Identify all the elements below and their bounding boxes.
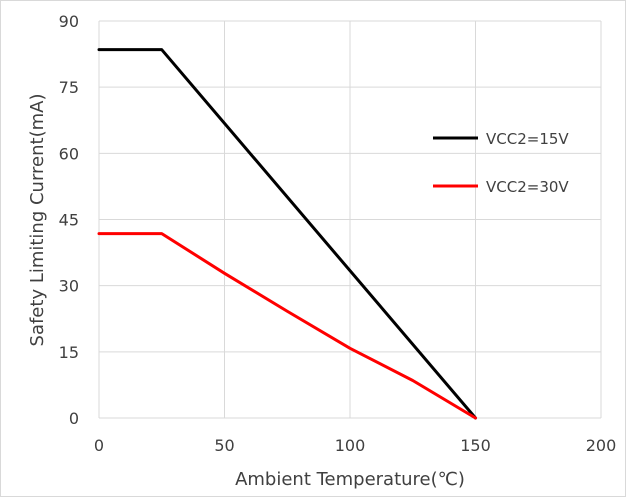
legend: VCC2=15V VCC2=30V — [433, 130, 569, 196]
x-axis-title: Ambient Temperature(℃) — [235, 469, 465, 490]
series-lines — [97, 48, 477, 420]
y-tick-label: 60 — [59, 144, 79, 163]
series-line-2 — [97, 232, 477, 420]
x-tick-label: 0 — [94, 436, 104, 455]
y-tick-label: 90 — [59, 12, 79, 31]
legend-label-1: VCC2=15V — [486, 130, 569, 148]
x-tick-label: 50 — [214, 436, 234, 455]
y-tick-labels: 0 15 30 45 60 75 90 — [59, 12, 79, 428]
y-tick-label: 15 — [59, 343, 79, 362]
y-tick-label: 0 — [69, 409, 79, 428]
legend-label-2: VCC2=30V — [486, 178, 569, 196]
y-tick-label: 30 — [59, 277, 79, 296]
x-tick-labels: 0 50 100 150 200 — [94, 436, 616, 455]
x-tick-label: 100 — [335, 436, 366, 455]
x-tick-label: 150 — [460, 436, 491, 455]
y-axis-title: Safety Limiting Current(mA) — [27, 94, 48, 347]
y-tick-label: 75 — [59, 78, 79, 97]
grid — [98, 20, 602, 419]
series-line-1 — [97, 48, 477, 420]
x-tick-label: 200 — [586, 436, 617, 455]
y-tick-label: 45 — [59, 211, 79, 230]
